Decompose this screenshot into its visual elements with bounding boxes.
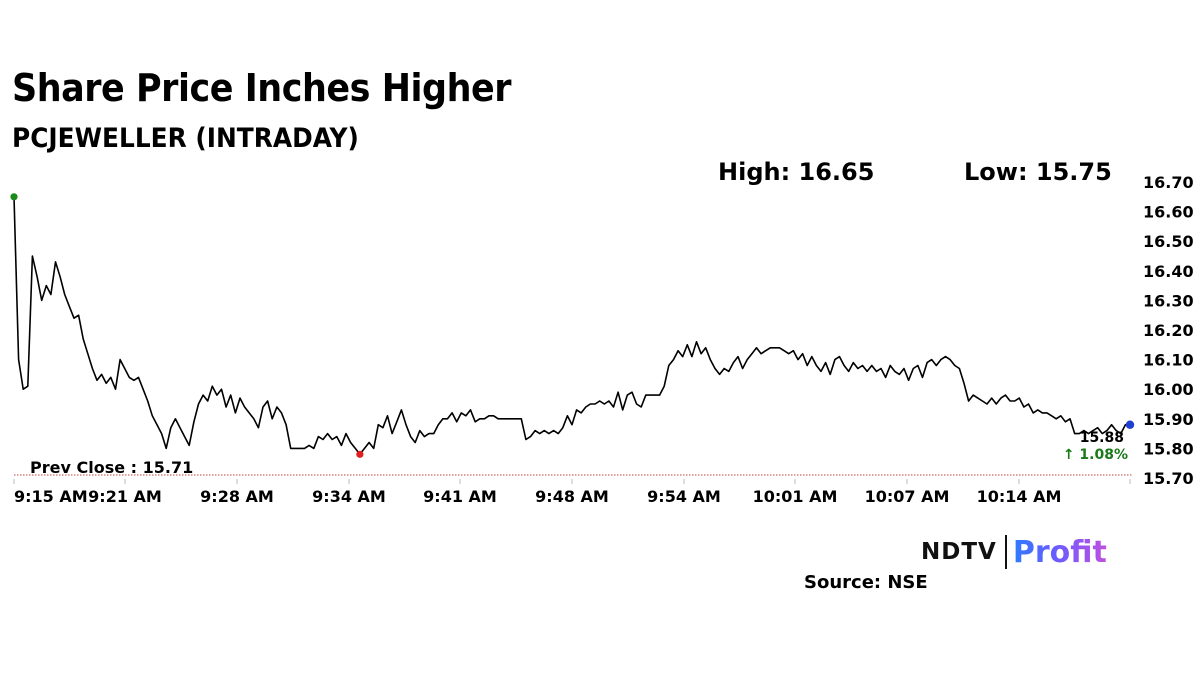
y-tick-label: 16.40: [1143, 262, 1194, 281]
profit-wordmark: Profit: [1012, 534, 1107, 570]
x-tick-label: 9:41 AM: [423, 487, 497, 506]
x-tick-label: 9:54 AM: [647, 487, 721, 506]
x-tick-label: 10:07 AM: [865, 487, 950, 506]
x-tick-label: 9:21 AM: [88, 487, 162, 506]
y-tick-label: 15.90: [1143, 410, 1194, 429]
source-note: Source: NSE: [804, 572, 928, 593]
x-tick-label: 9:34 AM: [312, 487, 386, 506]
last-price-marker: [1125, 420, 1135, 429]
x-tick-label: 9:15 AM: [14, 487, 88, 506]
prev-close-label: Prev Close : 15.71: [30, 458, 193, 477]
low-stat: Low: 15.75: [964, 158, 1112, 186]
price-line: [13, 196, 1130, 456]
y-tick-label: 15.70: [1143, 469, 1194, 488]
y-tick-label: 16.70: [1143, 173, 1194, 192]
x-tick-label: 9:28 AM: [200, 487, 274, 506]
ndtv-wordmark: NDTV: [921, 539, 997, 565]
low-marker: [356, 450, 364, 458]
chart-subtitle: PCJEWELLER (INTRADAY): [12, 123, 359, 154]
y-tick-label: 16.60: [1143, 203, 1194, 222]
y-tick-label: 16.50: [1143, 232, 1194, 251]
x-tick-label: 10:14 AM: [977, 487, 1062, 506]
x-tick-label: 9:48 AM: [535, 487, 609, 506]
y-tick-label: 16.00: [1143, 380, 1194, 399]
high-stat: High: 16.65: [718, 158, 875, 186]
y-tick-label: 16.10: [1143, 351, 1194, 370]
last-price-label: 15.88: [1080, 430, 1124, 446]
x-tick-label: 10:01 AM: [753, 487, 838, 506]
y-tick-label: 15.80: [1143, 439, 1194, 458]
y-tick-label: 16.20: [1143, 321, 1194, 340]
chart-title: Share Price Inches Higher: [12, 66, 512, 110]
high-marker: [10, 193, 18, 201]
logo-divider: [1004, 535, 1007, 569]
y-tick-label: 16.30: [1143, 291, 1194, 310]
ndtv-profit-logo: NDTV Profit: [921, 532, 1107, 572]
change-label: ↑ 1.08%: [1063, 447, 1128, 463]
